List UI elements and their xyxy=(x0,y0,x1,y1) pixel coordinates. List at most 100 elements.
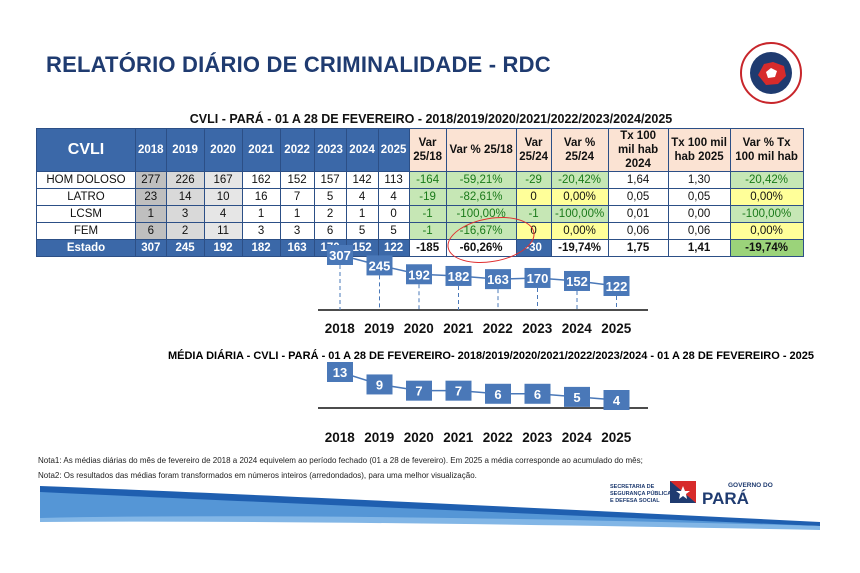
data-label: 4 xyxy=(613,393,621,408)
data-point-marker xyxy=(366,255,393,276)
gov-small-text: GOVERNO DO xyxy=(728,482,773,489)
data-label: 13 xyxy=(333,365,347,380)
year-value-cell: 10 xyxy=(203,188,243,206)
varp-25-18-cell: -16,67% xyxy=(445,222,517,240)
data-label: 6 xyxy=(494,387,501,402)
table-row: LATRO 23 14 10 16 7 5 4 4 -19 -82,61% 0 0,00% 0,05 0,0… xyxy=(36,188,804,206)
tx-2024-cell: 1,75 xyxy=(607,239,669,257)
table-total-row: Estado307245192182163170152122-185-60,26… xyxy=(36,239,804,257)
data-label: 163 xyxy=(487,272,509,287)
varp-tx-cell: 0,00% xyxy=(729,222,804,240)
data-label: 9 xyxy=(376,377,383,392)
var-25-24-cell: -30 xyxy=(515,239,552,257)
data-point-marker xyxy=(524,383,551,404)
data-label: 7 xyxy=(455,384,462,399)
x-tick-label: 2024 xyxy=(561,430,592,445)
tx-2025-cell: 0,00 xyxy=(667,205,731,223)
data-point-marker xyxy=(406,380,432,401)
varp-tx-cell: 0,00% xyxy=(729,188,804,206)
year-value-cell: 5 xyxy=(313,188,347,206)
year-value-cell: 277 xyxy=(135,171,167,189)
var-25-24-cell: 0 xyxy=(515,188,552,206)
data-label: 307 xyxy=(329,248,351,263)
chart-daily-average: 13 9 7 7 6 6 5 4 xyxy=(318,362,648,410)
header-2024: 2024 xyxy=(345,128,379,172)
data-point-marker xyxy=(406,264,432,285)
header-var-25-24: Var 25/24 xyxy=(515,128,552,172)
data-point-marker xyxy=(564,386,590,407)
year-value-cell: 142 xyxy=(345,171,379,189)
year-value-cell: 6 xyxy=(135,222,167,240)
year-value-cell: 157 xyxy=(313,171,347,189)
table-title: CVLI - PARÁ - 01 A 28 DE FEVEREIRO - 201… xyxy=(189,112,673,126)
header-2022: 2022 xyxy=(279,128,315,172)
tx-2025-cell: 1,41 xyxy=(667,239,731,257)
varp-tx-cell: -100,00% xyxy=(729,205,804,223)
data-label: 182 xyxy=(448,269,470,284)
header-2020: 2020 xyxy=(203,128,243,172)
year-value-cell: 2 xyxy=(313,205,347,223)
table-row: FEM 6 2 11 3 3 6 5 5 -1 -16,67% 0 0,00% 0,06 0,06 0,00% xyxy=(36,222,804,240)
data-label: 152 xyxy=(566,274,588,289)
data-point-marker xyxy=(327,362,353,382)
footer-swoosh xyxy=(40,486,820,530)
year-value-cell: 245 xyxy=(165,239,205,257)
var-25-24-cell: -29 xyxy=(515,171,552,189)
x-tick-label: 2024 xyxy=(561,321,592,336)
report-title: RELATÓRIO DIÁRIO DE CRIMINALIDADE - RDC xyxy=(46,52,551,77)
table-row: LCSM 1 3 4 1 1 2 1 0 -1 -100,00% -1 -100,00% 0,01 0,00… xyxy=(36,205,804,223)
data-point-marker xyxy=(445,265,472,286)
varp-25-18-cell: -82,61% xyxy=(445,188,517,206)
varp-25-18-cell: -60,26% xyxy=(445,239,517,257)
varp-25-18-cell: -100,00% xyxy=(445,205,517,223)
tx-2025-cell: 0,05 xyxy=(667,188,731,206)
year-value-cell: 192 xyxy=(203,239,243,257)
header-varp-tx: Var % Tx 100 mil hab xyxy=(729,128,804,172)
header-varp-25-18: Var % 25/18 xyxy=(445,128,517,172)
varp-25-24-cell: 0,00% xyxy=(550,188,609,206)
header-2019: 2019 xyxy=(165,128,205,172)
x-tick-label: 2021 xyxy=(443,430,474,445)
row-label: HOM DOLOSO xyxy=(36,171,136,189)
year-value-cell: 307 xyxy=(135,239,167,257)
year-value-cell: 113 xyxy=(377,171,410,189)
chart2-year-labels: 2018 2019 2020 2021 2022 2023 2024 2025 xyxy=(320,430,636,445)
year-value-cell: 162 xyxy=(241,171,281,189)
data-point-marker xyxy=(445,380,472,401)
tx-2024-cell: 1,64 xyxy=(607,171,669,189)
header-tx-2025: Tx 100 mil hab 2025 xyxy=(667,128,731,172)
varp-25-24-cell: 0,00% xyxy=(550,222,609,240)
cvli-table: CVLI 2018 2019 2020 2021 2022 2023 2024 … xyxy=(36,128,804,257)
data-point-marker xyxy=(524,267,551,288)
x-tick-label: 2023 xyxy=(522,430,553,445)
var-25-18-cell: -185 xyxy=(408,239,447,257)
year-value-cell: 226 xyxy=(165,171,205,189)
header-2025: 2025 xyxy=(377,128,410,172)
year-value-cell: 122 xyxy=(377,239,410,257)
chart1-year-labels: 2018 2019 2020 2021 2022 2023 2024 2025 xyxy=(320,321,636,336)
year-value-cell: 14 xyxy=(165,188,205,206)
year-value-cell: 1 xyxy=(345,205,379,223)
table-row: HOM DOLOSO 277 226 167 162 152 157 142 113 -164 -5… xyxy=(36,171,804,189)
header-cvli: CVLI xyxy=(36,128,136,172)
data-label: 192 xyxy=(408,267,430,282)
year-value-cell: 2 xyxy=(165,222,205,240)
data-point-marker xyxy=(564,270,590,291)
row-label: Estado xyxy=(36,239,136,257)
year-value-cell: 163 xyxy=(279,239,315,257)
note-2: Nota2: Os resultados das médias foram tr… xyxy=(38,471,477,480)
year-value-cell: 4 xyxy=(345,188,379,206)
row-label: FEM xyxy=(36,222,136,240)
header-2021: 2021 xyxy=(241,128,281,172)
header-2018: 2018 xyxy=(135,128,167,172)
table-header-row: CVLI 2018 2019 2020 2021 2022 2023 2024 … xyxy=(36,128,804,172)
gov-big-text: PARÁ xyxy=(702,489,749,507)
year-value-cell: 1 xyxy=(241,205,281,223)
year-value-cell: 167 xyxy=(203,171,243,189)
varp-25-24-cell: -19,74% xyxy=(550,239,609,257)
year-value-cell: 7 xyxy=(279,188,315,206)
header-tx-2024: Tx 100 mil hab 2024 xyxy=(607,128,669,172)
var-25-18-cell: -1 xyxy=(408,222,447,240)
seal-logo xyxy=(740,42,802,104)
data-label: 6 xyxy=(534,387,541,402)
